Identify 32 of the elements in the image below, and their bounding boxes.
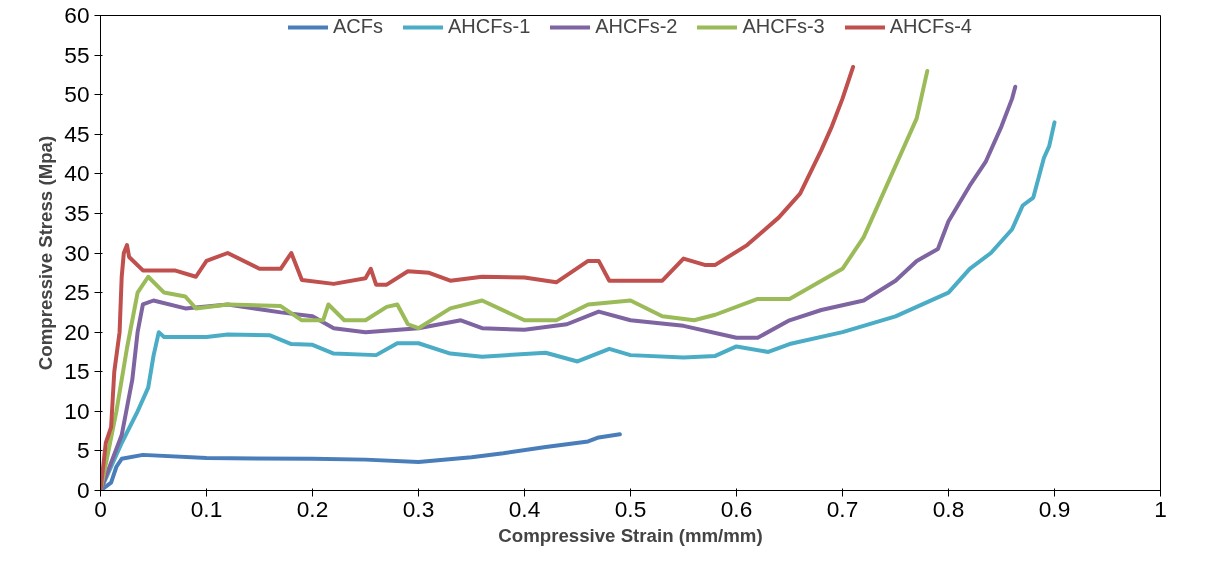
x-axis-title: Compressive Strain (mm/mm): [498, 524, 763, 546]
x-tick-label: 0.7: [826, 495, 859, 522]
legend-label: AHCFs-1: [448, 15, 531, 38]
y-tick-label: 60: [64, 2, 90, 28]
y-tick-label: 50: [64, 81, 90, 108]
y-tick-label: 45: [64, 120, 90, 147]
x-tick-label: 0.2: [296, 495, 329, 522]
y-tick-label: 35: [64, 199, 90, 226]
y-tick-label: 25: [64, 279, 90, 306]
legend-label: AHCFs-3: [742, 15, 825, 38]
legend-label: AHCFs-4: [889, 15, 972, 38]
x-tick-label: 0.5: [614, 495, 647, 522]
x-tick-label: 0.6: [720, 495, 753, 522]
y-tick-label: 0: [76, 477, 90, 503]
x-tick-label: 0.9: [1038, 495, 1071, 522]
legend-label: AHCFs-2: [595, 15, 678, 38]
line-series: [100, 432, 622, 491]
y-tick-label: 20: [64, 318, 90, 345]
x-tick-label: 0.4: [508, 495, 541, 522]
x-tick-label: 0.8: [932, 495, 965, 522]
y-tick-label: 30: [64, 239, 90, 266]
legend-label: ACFs: [333, 15, 384, 38]
x-tick-label: 1: [1154, 495, 1167, 522]
y-axis-title: Compressive Stress (Mpa): [35, 135, 57, 371]
x-tick-label: 0.3: [402, 495, 435, 522]
y-tick-label: 15: [64, 358, 90, 385]
y-tick-label: 10: [64, 397, 90, 424]
y-tick-label: 55: [64, 41, 90, 68]
y-tick-label: 40: [64, 160, 90, 187]
x-tick-label: 0: [94, 495, 107, 522]
y-tick-label: 5: [76, 437, 90, 464]
x-tick-label: 0.1: [190, 495, 223, 522]
